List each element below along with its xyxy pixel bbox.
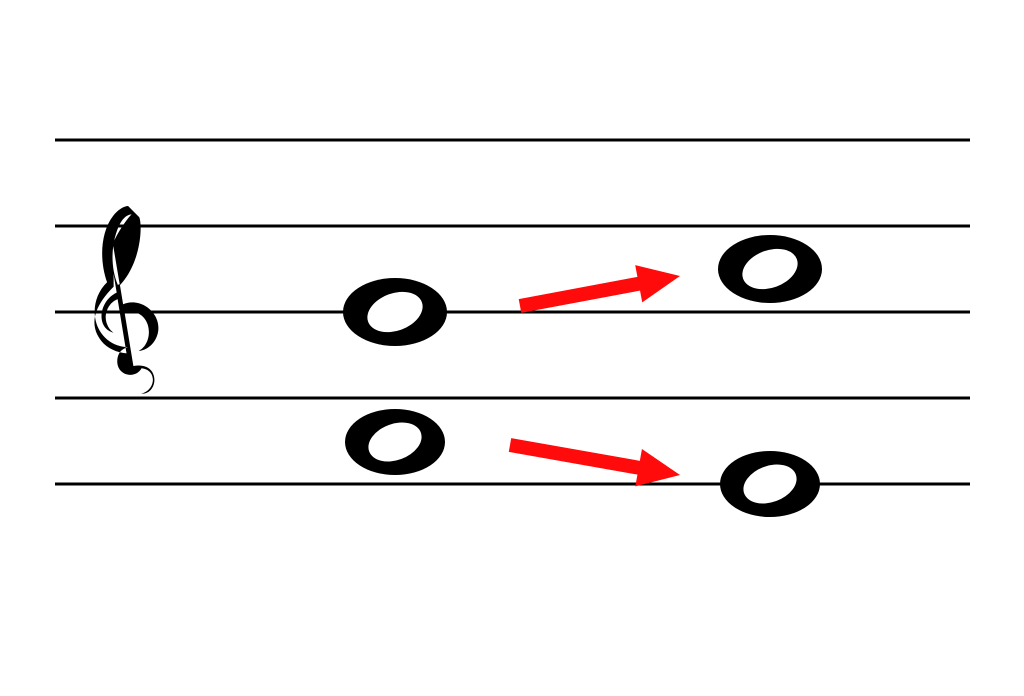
treble-clef-icon [94,206,158,394]
arrow-bottom [510,445,680,486]
note-b4-left [343,278,447,346]
note-c5-right [718,235,822,303]
arrow-top [520,265,680,306]
note-g4-left [345,409,445,475]
note-f4-right [720,451,820,517]
staff-lines [55,140,970,484]
music-staff-diagram [0,0,1024,696]
